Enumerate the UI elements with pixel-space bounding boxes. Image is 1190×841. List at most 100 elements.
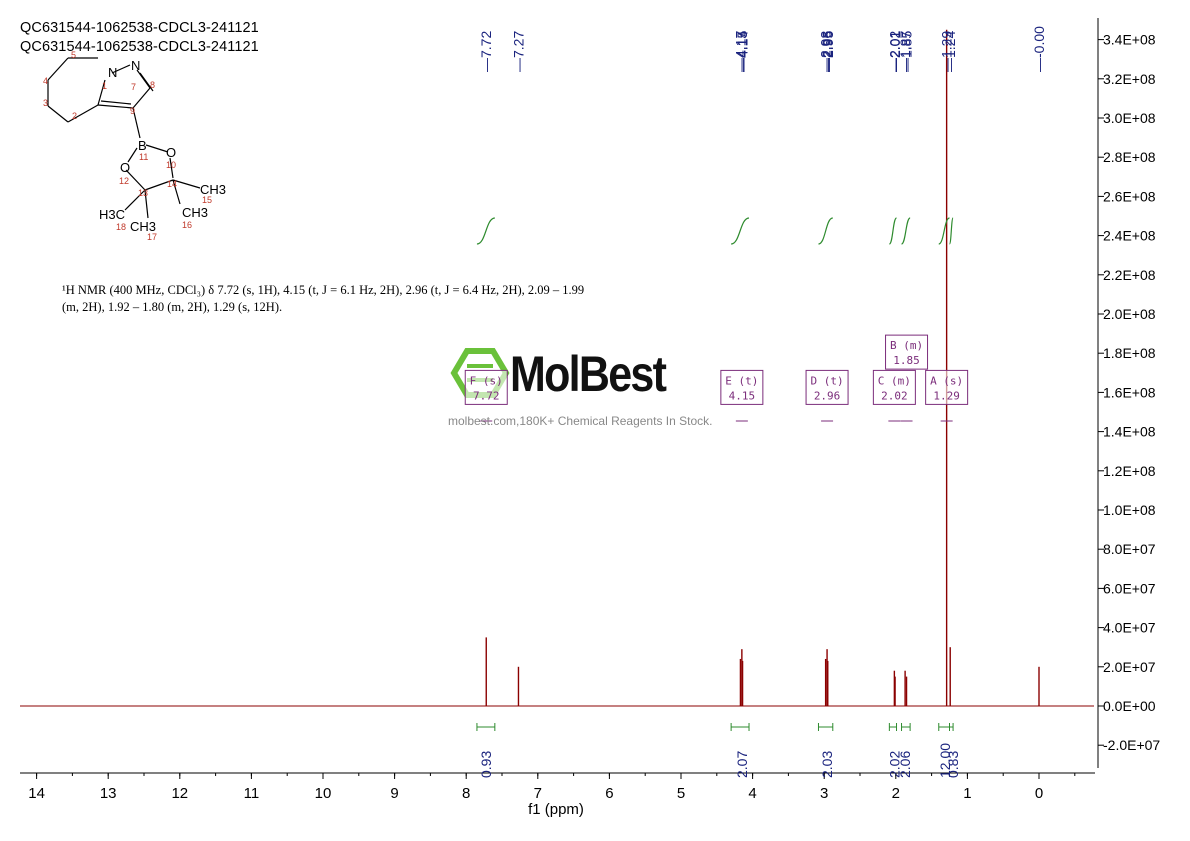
multiplet-box — [872, 369, 916, 405]
y-tick-label: 6.0E+07 — [1103, 580, 1156, 596]
atom-label: CH3 — [130, 219, 156, 234]
peak-label: —1.24 — [942, 31, 958, 72]
integral-curve — [938, 217, 950, 245]
y-tick-label: 1.0E+08 — [1103, 502, 1156, 518]
y-tick-label: 4.0E+07 — [1103, 620, 1156, 636]
y-tick-label: 1.8E+08 — [1103, 345, 1156, 361]
multiplet-box — [720, 369, 764, 405]
multiplet-shift: 7.72 — [473, 389, 500, 402]
y-tick-label: 1.4E+08 — [1103, 424, 1156, 440]
y-tick-label: 1.2E+08 — [1103, 463, 1156, 479]
atom-number: 3 — [43, 98, 48, 108]
multiplet-shift: 2.96 — [814, 389, 841, 402]
x-tick-label: 9 — [390, 785, 398, 802]
peak-label: —4.15 — [734, 31, 750, 72]
atom-number: 4 — [43, 76, 48, 86]
integral-curve — [818, 217, 834, 245]
molecule-structure — [47, 57, 201, 219]
peak-label: —1.85 — [899, 31, 915, 72]
y-tick-label: 2.8E+08 — [1103, 149, 1156, 165]
atom-label: N — [108, 65, 117, 80]
atom-number: 5 — [71, 50, 76, 60]
watermark-logo-text: MolBest — [510, 346, 667, 402]
multiplet-box — [885, 334, 929, 370]
atom-number: 15 — [202, 195, 212, 205]
atom-number: 10 — [166, 160, 176, 170]
integral-value: 12.00 — [937, 743, 953, 778]
peak-label: —7.27 — [510, 31, 526, 72]
peak-label: —7.72 — [478, 31, 494, 72]
multiplet-shift: 4.15 — [729, 389, 756, 402]
x-tick-label: 11 — [244, 785, 260, 802]
y-tick-label: -2.0E+07 — [1103, 737, 1160, 753]
x-tick-label: 14 — [28, 785, 45, 802]
multiplet-box — [805, 369, 849, 405]
molecule-atom-labels: N N B O O H3C CH3 CH3 CH3 — [99, 58, 226, 234]
atom-number: 14 — [167, 179, 177, 189]
y-tick-label: 1.6E+08 — [1103, 384, 1156, 400]
peak-label: —4.17 — [732, 31, 748, 72]
integral-curve — [730, 217, 750, 245]
multiplet-shift: 1.85 — [893, 354, 920, 367]
multiplet-label: A (s) — [930, 374, 963, 387]
x-tick-label: 8 — [462, 785, 470, 802]
atom-number: 8 — [150, 80, 155, 90]
y-tick-label: 2.0E+08 — [1103, 306, 1156, 322]
x-axis-label: f1 (ppm) — [528, 801, 584, 818]
y-tick-label: 3.4E+08 — [1103, 32, 1156, 48]
integral-value: 2.03 — [819, 751, 835, 778]
peak-label: —2.98 — [818, 31, 834, 72]
x-tick-label: 4 — [748, 785, 756, 802]
integral-value: 2.07 — [734, 751, 750, 778]
atom-number: 11 — [139, 152, 148, 162]
multiplet-shift: 2.02 — [881, 389, 908, 402]
x-tick-label: 13 — [100, 785, 117, 802]
peak-label: —4.14 — [735, 31, 751, 72]
spectrum-title: QC631544-1062538-CDCL3-241121 — [20, 39, 259, 55]
peak-label: —2.96 — [819, 31, 835, 72]
x-tick-label: 10 — [315, 785, 332, 802]
peak-label: —2.01 — [887, 31, 903, 72]
atom-number: 16 — [182, 220, 192, 230]
nmr-description-line: ¹H NMR (400 MHz, CDCl₃) δ 7.72 (s, 1H), … — [62, 283, 585, 297]
y-tick-label: 2.4E+08 — [1103, 228, 1156, 244]
integral-value: 0.83 — [945, 751, 961, 778]
x-tick-label: 7 — [534, 785, 542, 802]
nmr-description-line: (m, 2H), 1.92 – 1.80 (m, 2H), 1.29 (s, 1… — [62, 300, 283, 314]
x-tick-label: 5 — [677, 785, 685, 802]
atom-number: 7 — [131, 82, 136, 92]
atom-label: CH3 — [182, 205, 208, 220]
integral-curve — [888, 217, 898, 245]
y-tick-label: 3.0E+08 — [1103, 110, 1156, 126]
atom-label: H3C — [99, 207, 125, 222]
x-tick-label: 0 — [1035, 785, 1043, 802]
integral-curve — [900, 217, 911, 245]
atom-number: 1 — [102, 81, 107, 91]
integral-value: 2.06 — [897, 751, 913, 778]
peak-label: —-0.00 — [1031, 26, 1047, 72]
peak-label: —1.87 — [897, 31, 913, 72]
integral-curve — [476, 217, 496, 245]
multiplet-label: B (m) — [890, 339, 923, 352]
atom-number: 13 — [138, 188, 148, 198]
multiplet-label: C (m) — [878, 374, 911, 387]
x-tick-label: 2 — [892, 785, 900, 802]
atom-number: 2 — [72, 111, 77, 121]
x-tick-label: 6 — [605, 785, 613, 802]
x-tick-label: 3 — [820, 785, 828, 802]
y-tick-label: 3.2E+08 — [1103, 71, 1156, 87]
y-tick-label: 2.2E+08 — [1103, 267, 1156, 283]
y-tick-label: 2.0E+07 — [1103, 659, 1156, 675]
atom-number: 12 — [119, 176, 129, 186]
atom-number: 17 — [147, 232, 157, 242]
atom-label: N — [131, 58, 140, 73]
x-tick-label: 12 — [171, 785, 188, 802]
spectrum-title: QC631544-1062538-CDCL3-241121 — [20, 20, 259, 36]
atom-label: CH3 — [200, 182, 226, 197]
peak-label: —1.29 — [939, 31, 955, 72]
y-tick-label: 0.0E+00 — [1103, 698, 1156, 714]
multiplet-shift: 1.29 — [933, 389, 960, 402]
peak-label: —2.02 — [886, 31, 902, 72]
multiplet-label: D (t) — [811, 374, 844, 387]
